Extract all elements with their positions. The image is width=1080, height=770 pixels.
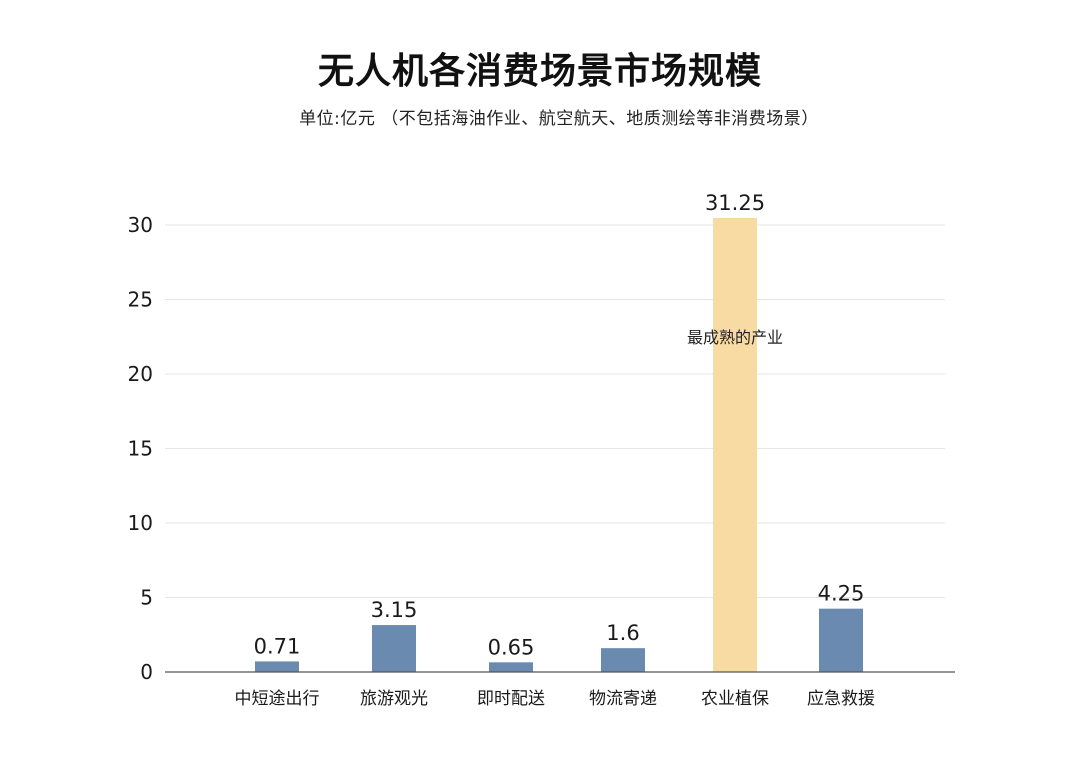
y-tick-label: 20 [128, 362, 153, 386]
bar [713, 218, 757, 672]
x-tick-label: 物流寄递 [589, 689, 657, 709]
bar [489, 662, 533, 672]
x-tick-label: 旅游观光 [360, 689, 428, 709]
y-tick-label: 0 [140, 660, 153, 684]
data-label: 0.71 [254, 634, 301, 658]
y-tick-label: 10 [128, 511, 153, 535]
data-label: 1.6 [606, 621, 639, 645]
y-tick-label: 30 [128, 213, 153, 237]
bars [255, 218, 863, 672]
gridlines [165, 224, 945, 598]
chart-subtitle: 单位:亿元 （不包括海油作业、航空航天、地质测绘等非消费场景） [299, 109, 819, 129]
labels: 0 5 10 15 20 25 30 0.71 中短途出行 3.15 旅游观光 0.65 即时配送 1.6… [128, 191, 875, 709]
data-label: 31.25 [705, 191, 765, 215]
x-tick-label: 中短途出行 [235, 689, 320, 709]
y-tick-label: 15 [128, 437, 153, 461]
data-label: 3.15 [371, 598, 418, 622]
x-tick-label: 即时配送 [477, 689, 545, 709]
y-tick-label: 25 [128, 288, 153, 312]
data-label: 4.25 [818, 582, 865, 606]
y-tick-label: 5 [140, 586, 153, 610]
bar [819, 608, 863, 672]
chart-title: 无人机各消费场景市场规模 [317, 51, 762, 92]
x-tick-label: 农业植保 [701, 689, 769, 709]
x-tick-label: 应急救援 [807, 689, 875, 709]
bar [372, 625, 416, 672]
data-label: 0.65 [488, 635, 535, 659]
bar [601, 648, 645, 672]
annotation-label: 最成熟的产业 [687, 328, 783, 347]
bar [255, 661, 299, 672]
